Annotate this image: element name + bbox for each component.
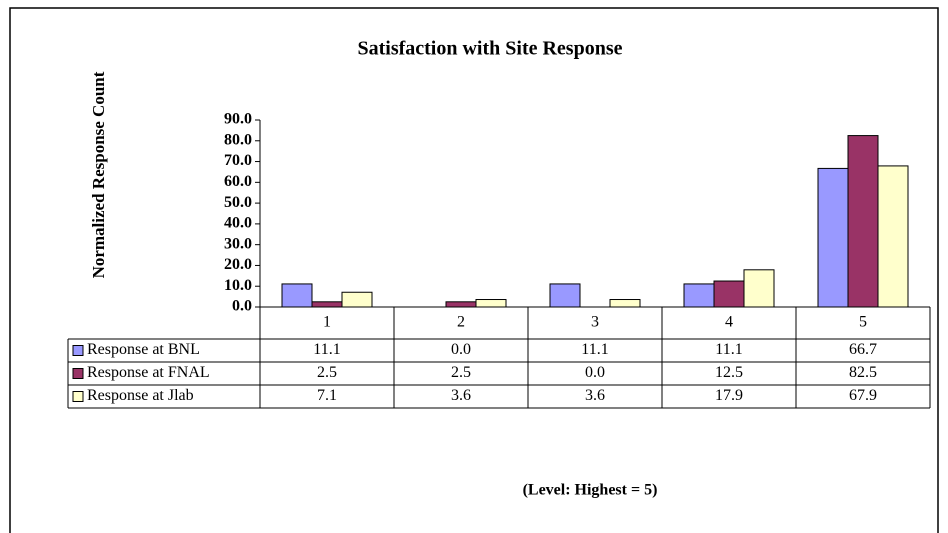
table-cell: 3.6	[451, 387, 471, 404]
y-tick-label: 40.0	[224, 215, 252, 232]
legend-swatch	[72, 391, 84, 402]
bar	[445, 301, 477, 308]
table-cell: 66.7	[849, 341, 877, 358]
y-tick-label: 20.0	[224, 256, 252, 273]
table-cell: 11.1	[313, 341, 340, 358]
bar	[743, 269, 775, 308]
legend-label: Response at BNL	[87, 341, 200, 358]
y-tick-label: 0.0	[232, 298, 252, 315]
y-tick-label: 60.0	[224, 173, 252, 190]
table-cell: 11.1	[581, 341, 608, 358]
bar	[341, 291, 373, 308]
chart-frame	[9, 7, 939, 533]
bar	[281, 283, 313, 308]
table-cell: 2.5	[317, 364, 337, 381]
legend-swatch	[72, 368, 84, 379]
y-tick-label: 90.0	[224, 111, 252, 128]
table-cell: 67.9	[849, 387, 877, 404]
x-tick-label: 4	[725, 314, 733, 331]
bar	[877, 165, 909, 308]
table-cell: 0.0	[451, 341, 471, 358]
table-cell: 82.5	[849, 364, 877, 381]
y-axis-label: Normalized Response Count	[89, 71, 108, 278]
bar	[549, 283, 581, 308]
bar	[609, 299, 641, 308]
legend-label: Response at FNAL	[87, 364, 210, 381]
legend-swatch	[72, 345, 84, 356]
bar	[475, 299, 507, 308]
y-tick-label: 10.0	[224, 277, 252, 294]
y-tick-label: 70.0	[224, 152, 252, 169]
table-cell: 11.1	[715, 341, 742, 358]
y-tick-label: 80.0	[224, 131, 252, 148]
x-tick-label: 1	[323, 314, 331, 331]
x-tick-label: 3	[591, 314, 599, 331]
bar	[847, 135, 879, 308]
bar	[683, 283, 715, 308]
x-tick-label: 5	[859, 314, 867, 331]
bar	[713, 280, 745, 308]
table-cell: 7.1	[317, 387, 337, 404]
table-cell: 0.0	[585, 364, 605, 381]
bar	[311, 301, 343, 308]
table-cell: 3.6	[585, 387, 605, 404]
chart-title: Satisfaction with Site Response	[357, 38, 622, 60]
table-cell: 2.5	[451, 364, 471, 381]
y-tick-label: 50.0	[224, 194, 252, 211]
y-tick-label: 30.0	[224, 235, 252, 252]
x-axis-label: (Level: Highest = 5)	[523, 482, 658, 499]
table-cell: 12.5	[715, 364, 743, 381]
legend-label: Response at Jlab	[87, 387, 194, 404]
table-cell: 17.9	[715, 387, 743, 404]
x-tick-label: 2	[457, 314, 465, 331]
bar	[817, 167, 849, 308]
